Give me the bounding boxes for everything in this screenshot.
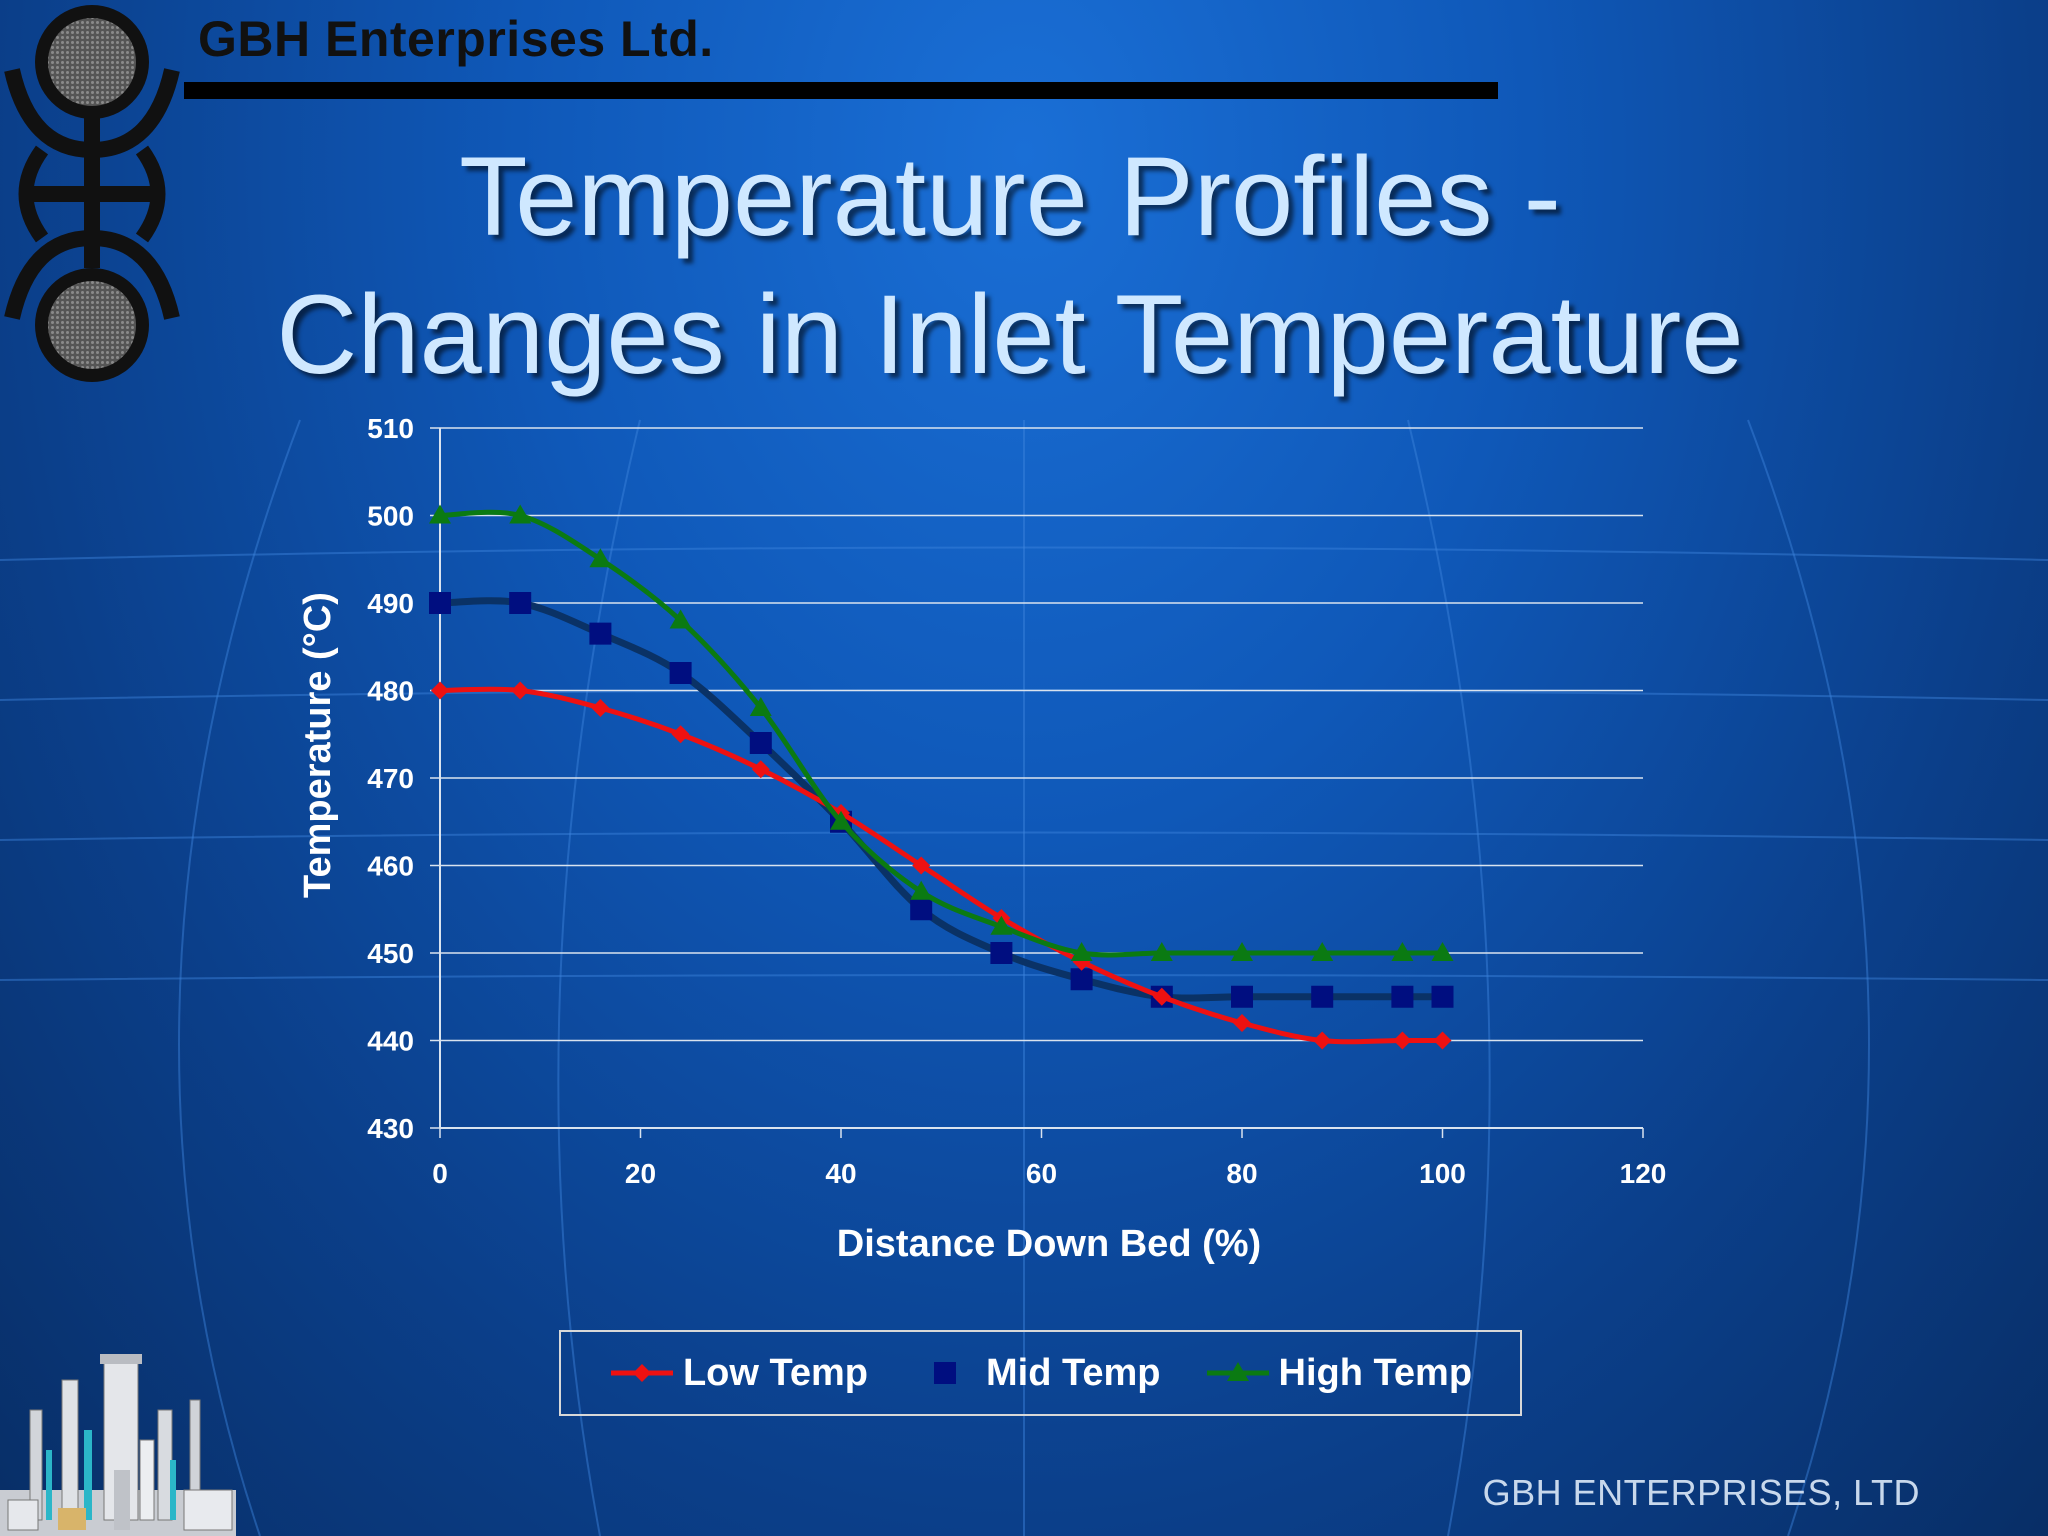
data-point-high xyxy=(1391,942,1414,961)
data-point-high xyxy=(669,609,692,629)
series-line-mid xyxy=(439,597,1443,1002)
x-axis-label: Distance Down Bed (%) xyxy=(837,1223,1261,1265)
data-point-high xyxy=(990,915,1013,935)
y-tick-label: 490 xyxy=(367,588,414,619)
legend-swatch-mid xyxy=(934,1362,957,1384)
data-point-high xyxy=(1070,942,1093,961)
data-point-low xyxy=(431,681,449,700)
y-tick-label: 450 xyxy=(367,938,414,969)
data-point-low xyxy=(1433,1031,1452,1050)
title-line-1: Temperature Profiles - xyxy=(459,134,1561,259)
data-point-high xyxy=(1150,942,1173,961)
legend-item-high: High Temp xyxy=(1205,1351,1473,1395)
data-point-mid xyxy=(1311,985,1334,1008)
legend-label-low: Low Temp xyxy=(682,1351,869,1394)
data-point-mid xyxy=(589,622,612,645)
data-point-mid xyxy=(1391,985,1414,1008)
refinery-illustration xyxy=(0,1354,236,1536)
data-point-low xyxy=(751,760,770,779)
company-header: GBH Enterprises Ltd. xyxy=(198,11,714,67)
data-point-low xyxy=(1393,1031,1412,1050)
data-point-mid xyxy=(1431,985,1454,1008)
x-tick-label: 100 xyxy=(1419,1158,1466,1189)
footer-company: GBH ENTERPRISES, LTD xyxy=(1482,1472,1920,1513)
x-tick-label: 80 xyxy=(1226,1158,1257,1189)
slide-title: Temperature Profiles - Changes in Inlet … xyxy=(180,128,1840,404)
y-tick-label: 510 xyxy=(367,413,414,444)
tick-labels: 430 440 450 460 470 480 490 500 510 0 20 40 60 80 100 1… xyxy=(367,413,1666,1189)
data-point-mid xyxy=(429,592,451,614)
data-point-high xyxy=(589,548,612,568)
header-rule xyxy=(184,82,1498,99)
data-point-high xyxy=(910,880,933,900)
data-point-mid xyxy=(910,898,933,921)
y-tick-label: 470 xyxy=(367,763,414,794)
data-point-mid xyxy=(669,662,692,684)
data-point-high xyxy=(509,504,532,524)
data-point-low xyxy=(671,725,690,744)
legend-marker xyxy=(632,1364,651,1382)
legend-marker xyxy=(1226,1362,1249,1381)
data-point-mid xyxy=(749,732,772,754)
legend-label-mid: Mid Temp xyxy=(986,1351,1161,1394)
y-axis-label: Temperature (°C) xyxy=(297,592,339,898)
y-tick-label: 460 xyxy=(367,851,414,882)
series-line-low xyxy=(439,686,1443,1045)
data-point-low xyxy=(912,856,931,875)
data-point-low xyxy=(1152,987,1171,1006)
data-point-low xyxy=(1313,1031,1332,1050)
series-line-high xyxy=(439,509,1443,958)
legend-swatch-high xyxy=(1206,1362,1269,1381)
legend-item-low: Low Temp xyxy=(609,1352,868,1395)
x-tick-label: 120 xyxy=(1620,1158,1667,1189)
chart-legend: Low Temp Mid Temp High Temp xyxy=(559,1330,1522,1416)
data-point-mid xyxy=(509,592,532,614)
title-line-2: Changes in Inlet Temperature xyxy=(276,272,1744,397)
x-tick-label: 40 xyxy=(825,1158,856,1189)
data-point-mid xyxy=(1070,968,1093,991)
data-point-low xyxy=(591,699,610,717)
data-point-low xyxy=(1233,1014,1251,1032)
data-point-high xyxy=(1311,942,1334,961)
x-tick-label: 20 xyxy=(625,1158,656,1189)
y-tick-label: 430 xyxy=(367,1113,414,1144)
y-tick-label: 500 xyxy=(367,501,414,532)
company-logo xyxy=(4,5,180,382)
data-point-high xyxy=(1231,942,1253,961)
gridlines xyxy=(440,427,1643,1042)
series-mid xyxy=(429,592,1454,1008)
series xyxy=(429,504,1454,1050)
y-tick-label: 440 xyxy=(367,1026,414,1057)
data-point-low xyxy=(511,681,530,700)
data-point-high xyxy=(429,504,451,524)
x-tick-label: 60 xyxy=(1026,1158,1057,1189)
legend-swatch-low xyxy=(610,1364,673,1382)
data-point-high xyxy=(1431,942,1454,961)
legend-item-mid: Mid Temp xyxy=(912,1352,1161,1395)
x-tick-label: 0 xyxy=(432,1158,448,1189)
data-point-mid xyxy=(990,942,1013,964)
y-tick-label: 480 xyxy=(367,676,414,707)
data-point-mid xyxy=(1231,985,1253,1008)
data-point-high xyxy=(749,697,772,716)
data-point-high xyxy=(830,810,852,830)
series-high xyxy=(429,504,1454,961)
legend-label-high: High Temp xyxy=(1278,1351,1473,1394)
legend-marker xyxy=(934,1362,957,1384)
axes xyxy=(430,427,1644,1138)
